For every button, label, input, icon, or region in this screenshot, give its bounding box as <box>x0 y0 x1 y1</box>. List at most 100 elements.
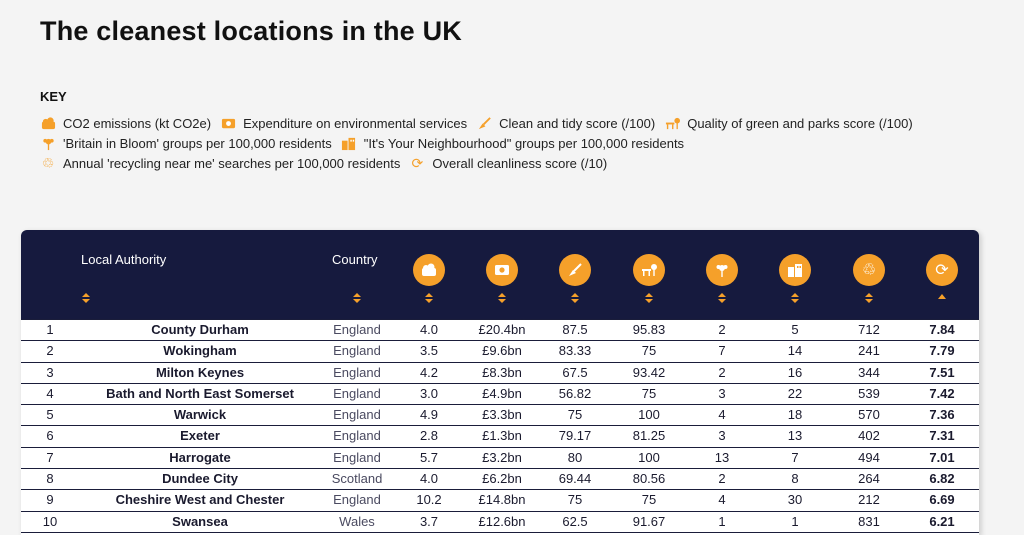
cell-neighbourhood: 1 <box>791 513 799 529</box>
cell-co2: 10.2 <box>416 492 442 508</box>
co2-cloud-icon <box>40 115 56 131</box>
cell-green: 80.56 <box>632 471 666 487</box>
cell-rank: 4 <box>46 385 54 401</box>
cell-bloom: 4 <box>718 407 726 423</box>
header-country[interactable]: Country <box>332 230 382 319</box>
cell-country: England <box>333 492 381 508</box>
sort-icon[interactable] <box>644 292 654 304</box>
cell-spend: £14.8bn <box>478 492 526 508</box>
cell-co2: 4.9 <box>419 407 439 423</box>
cell-recycling: 831 <box>858 513 880 529</box>
recycle-icon: ♲ <box>853 254 885 286</box>
refresh-icon: ⟳ <box>411 155 424 171</box>
cell-country: England <box>333 364 381 380</box>
cell-authority: Milton Keynes <box>155 364 245 380</box>
cell-spend: £8.3bn <box>482 364 522 380</box>
cell-bloom: 2 <box>718 322 726 337</box>
sort-icon[interactable] <box>570 292 580 304</box>
broom-icon <box>559 254 591 286</box>
table-row: 7 Harrogate England 5.7 £3.2bn 80 100 13 7 494 7.0… <box>21 448 979 470</box>
cell-neighbourhood: 5 <box>791 322 799 337</box>
cell-recycling: 539 <box>858 385 880 401</box>
cell-country: England <box>333 343 381 359</box>
sort-icon[interactable] <box>424 292 434 304</box>
cell-recycling: 494 <box>858 449 880 465</box>
header-green[interactable] <box>633 230 665 319</box>
key-row: 'Britain in Bloom' groups per 100,000 re… <box>40 133 1000 153</box>
key-heading: KEY <box>40 89 67 104</box>
cell-spend: £12.6bn <box>478 513 526 529</box>
cell-authority: Warwick <box>173 407 227 423</box>
cell-tidy: 75 <box>567 492 583 508</box>
sort-icon[interactable] <box>497 292 507 304</box>
table-row: 5 Warwick England 4.9 £3.3bn 75 100 4 18 570 7.36 <box>21 405 979 427</box>
cell-co2: 4.2 <box>419 364 439 380</box>
cell-neighbourhood: 30 <box>787 492 803 508</box>
cell-tidy: 80 <box>567 449 583 465</box>
cell-green: 93.42 <box>632 364 666 380</box>
cell-rank: 2 <box>46 343 54 359</box>
header-spend[interactable] <box>486 230 518 319</box>
key-item-green: Quality of green and parks score (/100) <box>664 115 913 131</box>
header-local-authority[interactable]: Local Authority <box>81 230 201 319</box>
cell-tidy: 75 <box>567 407 583 423</box>
cell-neighbourhood: 16 <box>787 364 803 380</box>
sort-icon[interactable] <box>352 292 362 304</box>
cell-neighbourhood: 18 <box>787 407 803 423</box>
broom-icon <box>476 115 492 131</box>
header-score[interactable]: ⟳ <box>926 230 958 319</box>
cell-spend: £9.6bn <box>482 343 522 359</box>
header-recycling[interactable]: ♲ <box>853 230 885 319</box>
key-row: CO2 emissions (kt CO2e) Expenditure on e… <box>40 113 1000 133</box>
cell-tidy: 83.33 <box>558 343 592 359</box>
header-neighbourhood[interactable] <box>779 230 811 319</box>
cell-country: Scotland <box>331 471 383 487</box>
key-item-co2: CO2 emissions (kt CO2e) <box>40 115 211 131</box>
neighbourhood-icon <box>341 135 357 151</box>
header-tidy[interactable] <box>559 230 591 319</box>
sort-icon[interactable] <box>790 292 800 304</box>
cell-tidy: 69.44 <box>558 471 592 487</box>
cell-neighbourhood: 14 <box>787 343 803 359</box>
sort-icon[interactable] <box>717 292 727 304</box>
table-row: 2 Wokingham England 3.5 £9.6bn 83.33 75 7 14 241 7… <box>21 341 979 363</box>
cell-rank: 3 <box>46 364 54 380</box>
cell-authority: Cheshire West and Chester <box>115 492 285 508</box>
cell-score: 7.01 <box>929 449 955 465</box>
cell-authority: Swansea <box>172 513 228 529</box>
cell-neighbourhood: 8 <box>791 471 799 487</box>
cell-recycling: 570 <box>858 407 880 423</box>
cell-bloom: 4 <box>718 492 726 508</box>
cell-authority: Dundee City <box>162 471 238 487</box>
cell-country: England <box>333 449 381 465</box>
key-item-bloom: 'Britain in Bloom' groups per 100,000 re… <box>40 135 332 151</box>
cell-bloom: 3 <box>718 428 726 444</box>
cell-score: 7.79 <box>929 343 955 359</box>
cell-recycling: 712 <box>858 322 880 337</box>
header-co2[interactable] <box>413 230 445 319</box>
cell-green: 100 <box>638 407 660 423</box>
key-item-tidy: Clean and tidy score (/100) <box>476 115 655 131</box>
cell-recycling: 241 <box>858 343 880 359</box>
sort-icon[interactable] <box>864 292 874 304</box>
table-row: 1 County Durham England 4.0 £20.4bn 87.5 95.83… <box>21 319 979 342</box>
cell-tidy: 56.82 <box>558 385 592 401</box>
page-title: The cleanest locations in the UK <box>40 16 462 46</box>
cell-tidy: 87.5 <box>562 322 588 337</box>
cell-neighbourhood: 13 <box>787 428 803 444</box>
table-row: 6 Exeter England 2.8 £1.3bn 79.17 81.25 3 13 402 7… <box>21 426 979 448</box>
sort-icon[interactable] <box>81 292 91 304</box>
cell-recycling: 264 <box>858 471 880 487</box>
flower-icon <box>40 135 56 151</box>
cell-bloom: 13 <box>714 449 730 465</box>
table-body: 1 County Durham England 4.0 £20.4bn 87.5 95.83… <box>21 319 979 533</box>
cell-green: 95.83 <box>632 322 666 337</box>
key-legend: CO2 emissions (kt CO2e) Expenditure on e… <box>40 113 1000 173</box>
header-bloom[interactable] <box>706 230 738 319</box>
money-icon <box>220 115 236 131</box>
sort-ascending-icon[interactable] <box>937 292 947 304</box>
cell-rank: 6 <box>46 428 54 444</box>
cell-spend: £3.3bn <box>482 407 522 423</box>
cell-score: 6.21 <box>929 513 955 529</box>
cell-co2: 3.0 <box>419 385 439 401</box>
